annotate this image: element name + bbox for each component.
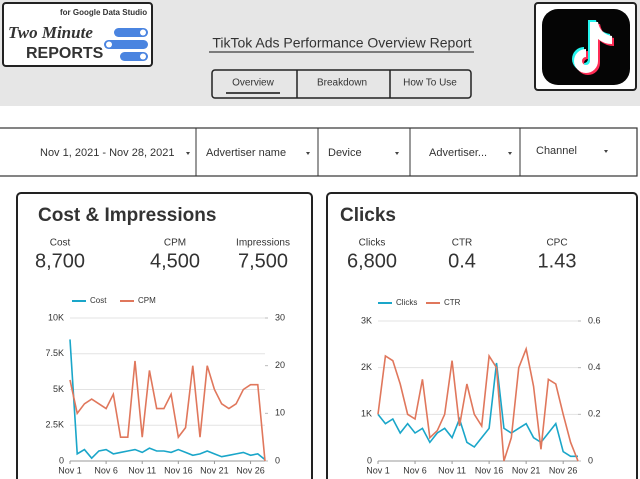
y-tick-label: 1K [361,409,372,419]
legend-label: CTR [444,298,461,307]
tab[interactable]: Overview [232,78,274,89]
card [16,192,313,479]
y-tick-label: 2.5K [45,420,64,430]
y-tick-label: 0 [59,455,64,465]
scorecard-value: 0.4 [448,250,476,272]
tab-bar [211,69,472,99]
scorecard-label: Clicks [359,238,386,249]
y-tick-label: 0 [367,455,372,465]
brand-tagline: for Google Data Studio [60,8,147,17]
scorecard-value: 8,700 [35,250,85,272]
dropdown-filter[interactable]: Device [328,147,362,159]
card [326,192,638,479]
x-tick-label: Nov 21 [200,465,229,475]
series-line [69,360,266,462]
y2-tick-label: 0 [588,455,593,465]
tiktok-logo-bg [542,9,630,85]
x-tick-label: Nov 6 [94,465,118,475]
series-line [69,339,266,461]
series-line [377,362,578,458]
x-tick-label: Nov 6 [403,465,427,475]
dropdown-filter[interactable]: Advertiser... [429,147,487,159]
scorecard-value: 7,500 [238,250,288,272]
toggle-knob [140,53,146,60]
y-tick-label: 7.5K [45,348,64,358]
y2-tick-label: 0.4 [588,362,601,372]
brand-line: Two Minute [8,23,93,42]
x-tick-label: Nov 26 [549,465,578,475]
y2-tick-label: 0 [275,455,280,465]
scorecard-label: CPM [164,238,186,249]
y2-tick-label: 0.6 [588,315,601,325]
scorecard-label: CPC [546,238,567,249]
y-tick-label: 5K [53,384,64,394]
x-tick-label: Nov 16 [164,465,193,475]
toggle-knob [106,41,112,48]
brand-logo [2,2,153,67]
date-range-filter[interactable]: Nov 1, 2021 - Nov 28, 2021 [40,147,175,159]
y2-tick-label: 0.2 [588,409,601,419]
dropdown-filter[interactable]: Channel [536,145,577,157]
dropdown-filter[interactable]: Advertiser name [206,147,286,159]
series-line [377,346,579,462]
y-tick-label: 10K [48,312,64,322]
y2-tick-label: 20 [275,360,285,370]
scorecard-label: CTR [452,238,473,249]
x-tick-label: Nov 21 [512,465,541,475]
tiktok-note [572,20,614,75]
brand-line: REPORTS [26,45,104,62]
tab[interactable]: How To Use [403,78,457,89]
dropdown-arrow [186,150,608,155]
x-tick-label: Nov 1 [366,465,390,475]
card-title: Cost & Impressions [38,205,216,226]
card-title: Clicks [340,205,396,226]
x-tick-label: Nov 11 [438,465,466,475]
y2-tick-label: 30 [275,312,285,322]
y-tick-label: 2K [361,362,372,372]
x-tick-label: Nov 16 [475,465,504,475]
y-tick-label: 3K [361,315,372,325]
scorecard-label: Impressions [236,238,290,249]
report-title: TikTok Ads Performance Overview Report [212,35,471,51]
x-tick-label: Nov 26 [236,465,265,475]
x-tick-label: Nov 1 [58,465,82,475]
legend-label: Clicks [396,298,417,307]
toggle-icon [114,28,148,37]
toggle-knob [140,29,146,36]
scorecard-value: 1.43 [538,250,577,272]
tab[interactable]: Breakdown [317,78,367,89]
toggle-icon [120,52,148,61]
scorecard-value: 6,800 [347,250,397,272]
scorecard-value: 4,500 [150,250,200,272]
legend-label: CPM [138,296,156,305]
y2-tick-label: 10 [275,408,285,418]
legend-label: Cost [90,296,107,305]
toggle-icon [104,40,148,49]
scorecard-label: Cost [50,238,71,249]
x-tick-label: Nov 11 [128,465,156,475]
